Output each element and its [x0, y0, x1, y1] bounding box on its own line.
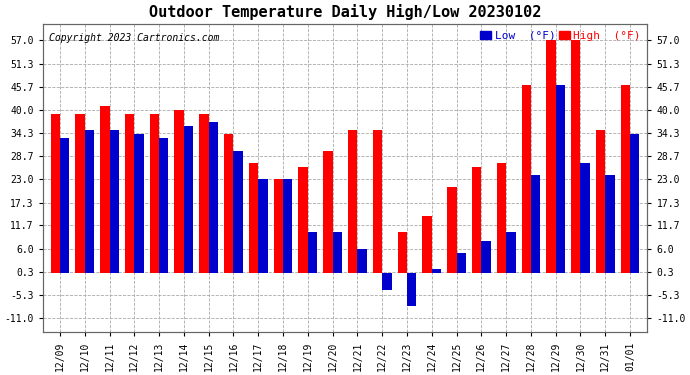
Bar	[75, 114, 85, 273]
Bar	[348, 130, 357, 273]
Bar	[249, 163, 258, 273]
Bar	[159, 138, 168, 273]
Bar	[175, 110, 184, 273]
Bar	[208, 122, 218, 273]
Bar	[506, 232, 515, 273]
Bar	[422, 216, 432, 273]
Bar	[580, 163, 590, 273]
Bar	[298, 167, 308, 273]
Bar	[323, 151, 333, 273]
Bar	[135, 134, 144, 273]
Legend: Low  (°F), High  (°F): Low (°F), High (°F)	[479, 30, 642, 42]
Bar	[522, 86, 531, 273]
Bar	[432, 269, 441, 273]
Bar	[571, 40, 580, 273]
Bar	[283, 179, 293, 273]
Bar	[150, 114, 159, 273]
Bar	[125, 114, 135, 273]
Bar	[184, 126, 193, 273]
Bar	[497, 163, 506, 273]
Bar	[457, 253, 466, 273]
Bar	[308, 232, 317, 273]
Bar	[224, 134, 233, 273]
Bar	[397, 232, 407, 273]
Bar	[472, 167, 482, 273]
Bar	[110, 130, 119, 273]
Bar	[546, 40, 555, 273]
Bar	[357, 249, 367, 273]
Bar	[531, 175, 540, 273]
Bar	[621, 86, 630, 273]
Bar	[447, 188, 457, 273]
Bar	[60, 138, 69, 273]
Text: Copyright 2023 Cartronics.com: Copyright 2023 Cartronics.com	[48, 33, 219, 44]
Bar	[596, 130, 605, 273]
Bar	[373, 130, 382, 273]
Bar	[333, 232, 342, 273]
Bar	[258, 179, 268, 273]
Bar	[85, 130, 94, 273]
Bar	[50, 114, 60, 273]
Bar	[555, 86, 565, 273]
Bar	[274, 179, 283, 273]
Bar	[605, 175, 615, 273]
Title: Outdoor Temperature Daily High/Low 20230102: Outdoor Temperature Daily High/Low 20230…	[149, 4, 541, 20]
Bar	[482, 240, 491, 273]
Bar	[382, 273, 392, 290]
Bar	[199, 114, 208, 273]
Bar	[630, 134, 640, 273]
Bar	[233, 151, 243, 273]
Bar	[100, 106, 110, 273]
Bar	[407, 273, 416, 306]
